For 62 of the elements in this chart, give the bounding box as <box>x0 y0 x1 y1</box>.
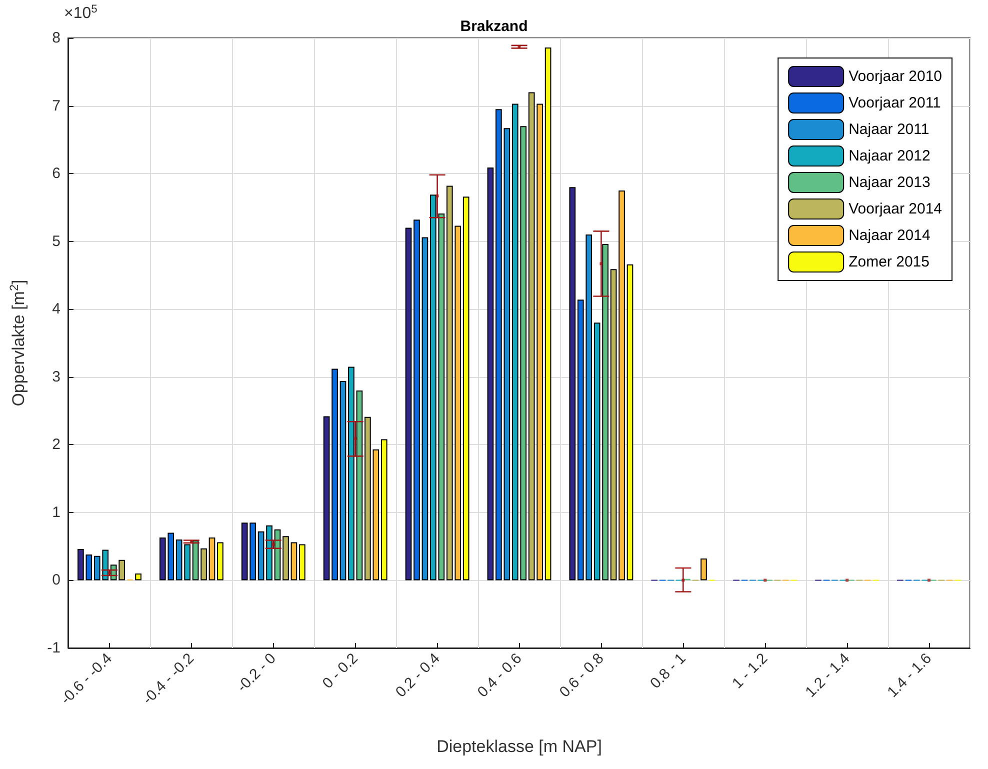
point <box>846 578 849 582</box>
legend-label: Najaar 2013 <box>848 174 930 191</box>
point <box>928 578 931 582</box>
legend-label: Voorjaar 2014 <box>848 200 942 218</box>
y-tick-label: 5 <box>52 232 60 250</box>
y-tick-label: 6 <box>52 165 60 182</box>
bar <box>323 416 330 580</box>
bar <box>380 439 388 580</box>
x-tick-label: 0.4 - 0.6 <box>474 650 526 701</box>
legend-label: Najaar 2014 <box>848 227 930 244</box>
x-tick-label: -0.2 - 0 <box>234 650 280 696</box>
x-tick-label: 0.8 - 1 <box>647 650 690 692</box>
y-tick-label: 1 <box>52 504 60 521</box>
bar <box>217 542 224 580</box>
bar <box>414 220 420 580</box>
bar <box>192 540 199 580</box>
y-tick-label: 4 <box>52 300 60 318</box>
x-tick-label: 1 - 1.2 <box>729 650 772 692</box>
x-tick-label: 0 - 0.2 <box>319 650 362 692</box>
bar <box>405 228 412 580</box>
bar <box>258 531 264 580</box>
legend-label: Voorjaar 2010 <box>848 68 942 85</box>
bar <box>569 187 576 580</box>
y-axis-title: Oppervlakte [m2] <box>7 280 28 406</box>
bar <box>208 538 216 580</box>
x-tick-label: 1.2 - 1.4 <box>802 650 854 701</box>
bar <box>299 544 306 580</box>
y-tick-label: 0 <box>52 572 60 589</box>
bar <box>282 536 289 580</box>
x-tick-label: -0.4 - -0.2 <box>139 650 198 708</box>
x-tick-label: 0.2 - 0.4 <box>392 650 444 701</box>
y-tick-label: -1 <box>47 640 60 656</box>
point <box>764 578 767 582</box>
bar <box>626 264 634 580</box>
bar <box>200 548 207 580</box>
bar <box>618 190 625 580</box>
y-tick-label: 8 <box>52 30 60 46</box>
bar <box>135 573 142 580</box>
legend-label: Najaar 2011 <box>848 121 930 138</box>
y-tick-label: 2 <box>52 436 60 454</box>
bar <box>487 167 494 580</box>
bar <box>340 380 346 580</box>
legend-label: Voorjaar 2011 <box>848 94 941 112</box>
y-tick-label: 7 <box>52 97 60 114</box>
chart-title: Brakzand <box>460 18 528 35</box>
bar <box>700 558 707 580</box>
bar <box>290 542 298 580</box>
bar <box>544 47 552 580</box>
x-tick-label: 1.4 - 1.6 <box>884 650 936 701</box>
x-tick-label: 0.6 - 0.8 <box>556 650 608 701</box>
x-tick-label: -0.6 - -0.4 <box>58 650 116 708</box>
y-tick-label: 3 <box>52 368 60 386</box>
bar <box>266 525 272 580</box>
bar <box>462 196 470 580</box>
bar <box>356 390 363 580</box>
legend-label: Najaar 2012 <box>848 148 930 164</box>
bar <box>610 269 617 580</box>
bar <box>422 237 428 580</box>
bar <box>332 368 338 580</box>
x-axis-title: Diepteklasse [m NAP] <box>436 737 602 756</box>
legend-label: Zomer 2015 <box>848 254 930 270</box>
bar <box>348 366 354 580</box>
